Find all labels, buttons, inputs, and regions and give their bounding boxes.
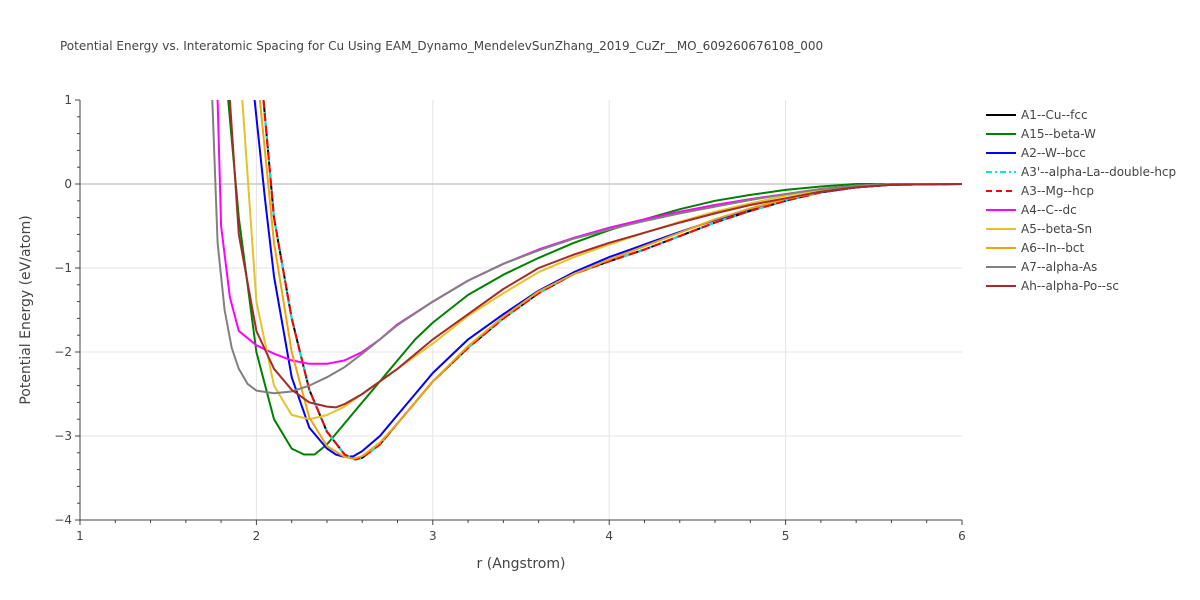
y-tick-label: −3 [54,429,72,443]
grid [80,100,962,520]
y-axis-title: Potential Energy (eV/atom) [18,215,34,404]
legend-label-2: A2--W--bcc [1021,146,1086,160]
y-tick-label: −2 [54,345,72,359]
x-tick-label: 2 [253,529,261,543]
legend-label-1: A15--beta-W [1021,127,1096,141]
axes: 1 2 3 4 5 6 −4 −3 −2 −1 0 1 [54,93,966,543]
x-axis-title: r (Angstrom) [477,556,566,572]
y-tick-label: 0 [64,177,72,191]
x-tick-label: 1 [76,529,84,543]
chart-title: Potential Energy vs. Interatomic Spacing… [60,39,823,53]
legend-label-3: A3'--alpha-La--double-hcp [1021,165,1176,179]
y-tick-label: −1 [54,261,72,275]
legend-label-0: A1--Cu--fcc [1021,108,1088,122]
x-tick-label: 3 [429,529,437,543]
series-line-1 [227,100,962,456]
legend-label-7: A6--In--bct [1021,241,1085,255]
y-tick-label: 1 [64,93,72,107]
series-line-4 [262,100,962,461]
series-line-7 [258,100,962,460]
legend-label-8: A7--alpha-As [1021,260,1097,274]
legend-label-5: A4--C--dc [1021,203,1077,217]
x-tick-label: 4 [605,529,613,543]
series-line-9 [228,100,962,409]
legend-label-9: Ah--alpha-Po--sc [1021,279,1119,293]
legend: A1--Cu--fcc A15--beta-W A2--W--bcc A3'--alp… [986,108,1176,293]
x-tick-label: 6 [958,529,966,543]
legend-label-6: A5--beta-Sn [1021,222,1092,236]
legend-label-4: A3--Mg--hcp [1021,184,1094,198]
y-tick-label: −4 [54,513,72,527]
x-tick-label: 5 [782,529,790,543]
series-line-0 [262,100,962,461]
series-line-5 [216,100,962,365]
series-line-3 [262,100,962,461]
series-line-6 [241,100,962,421]
series-lines [211,100,962,461]
series-line-8 [211,100,962,395]
